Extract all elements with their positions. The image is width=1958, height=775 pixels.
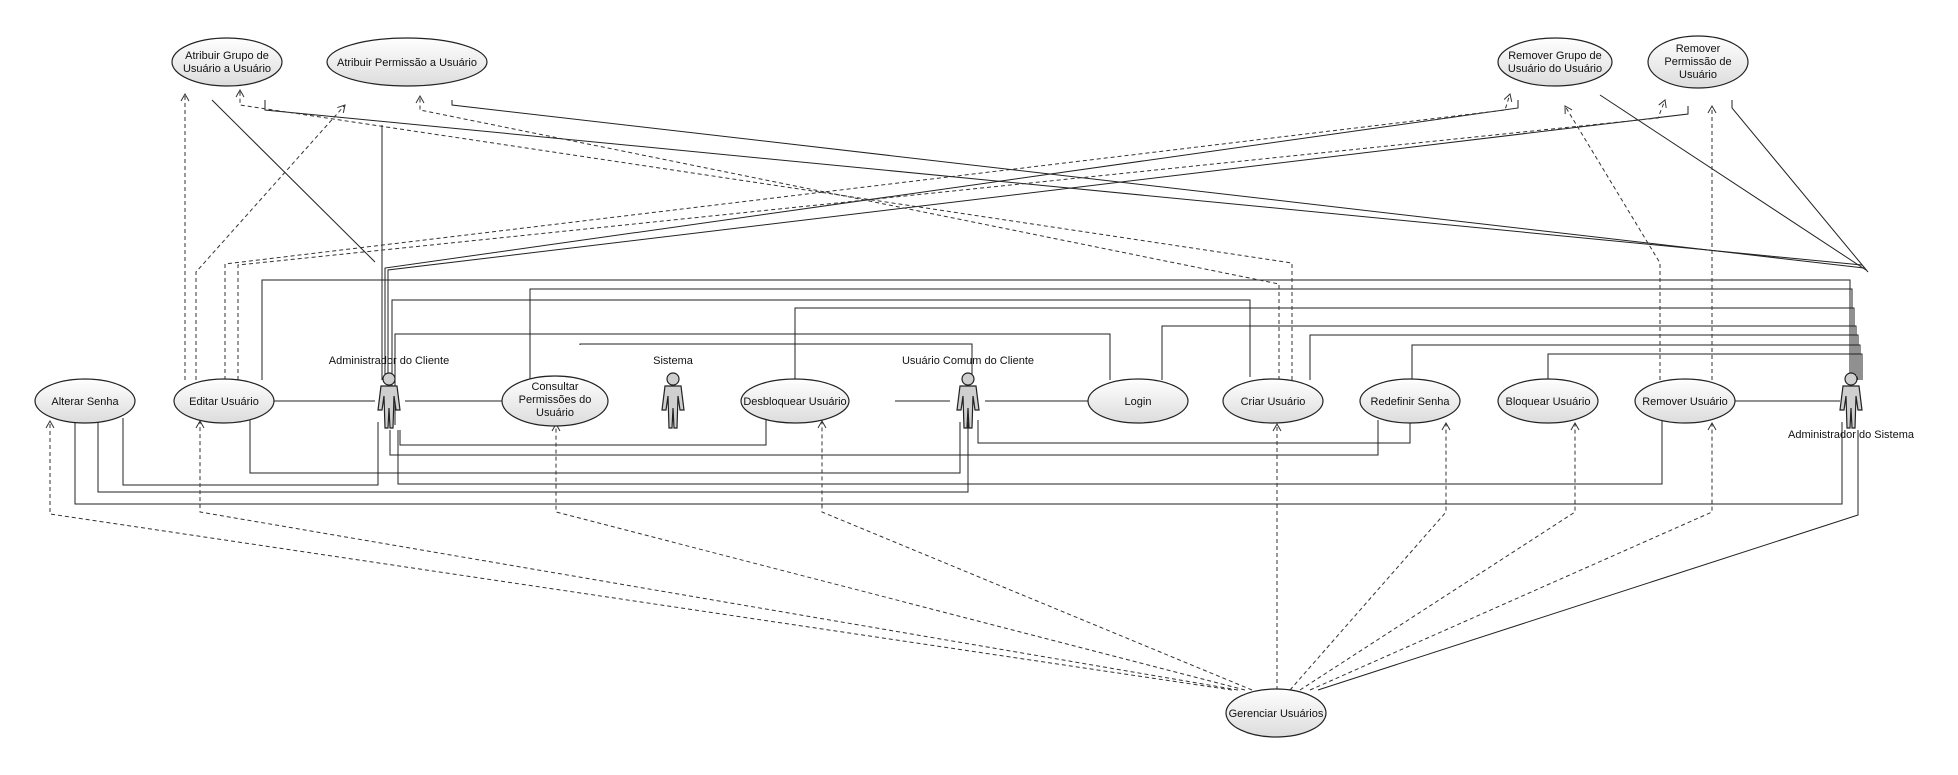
use-case-criar-usuario[interactable]: Criar Usuário <box>1222 378 1324 424</box>
use-case-label: Consultar <box>531 381 578 393</box>
actor-label: Usuário Comum do Cliente <box>902 355 1034 367</box>
use-case-label: Remover Grupo de <box>1508 50 1602 62</box>
use-case-label: Permissões do <box>519 394 592 406</box>
dep-criar-atribuir-permissao <box>415 94 1280 380</box>
use-case-label: Gerenciar Usuários <box>1229 708 1324 720</box>
use-case-label: Bloquear Usuário <box>1506 396 1591 408</box>
use-case-remover-grupo[interactable]: Remover Grupo de Usuário do Usuário <box>1497 37 1613 87</box>
use-case-label: Usuário <box>1679 69 1717 81</box>
use-case-label: Desbloquear Usuário <box>743 396 846 408</box>
assoc-admin-cliente-atribuir-grupo <box>211 99 376 263</box>
use-case-label: Atribuir Grupo de <box>185 50 269 62</box>
dep-gerenciar-editar <box>195 419 1239 691</box>
use-case-label: Editar Usuário <box>189 396 259 408</box>
dep-editar-atribuir-permissao <box>195 104 346 380</box>
actors: Administrador do Cliente Sistema Usuário… <box>329 355 1915 441</box>
use-case-label: Usuário a Usuário <box>183 63 271 75</box>
actor-icon <box>956 385 980 429</box>
use-case-bloquear-usuario[interactable]: Bloquear Usuário <box>1497 378 1599 424</box>
dep-gerenciar-alterar-senha <box>45 419 1233 691</box>
assoc-comum-editar <box>249 420 961 474</box>
assoc-sistema-admin-gerenciar <box>1317 430 1859 691</box>
dep-criar-atribuir-grupo <box>235 88 1293 380</box>
assoc-sistema-admin-atribuir-grupo <box>264 100 1863 266</box>
actor-icon <box>1844 372 1858 386</box>
use-case-label: Redefinir Senha <box>1371 396 1451 408</box>
assoc-comum-alterar-senha <box>97 420 969 493</box>
dep-remover-usuario-remover-grupo <box>1564 105 1661 380</box>
use-case-desbloquear-usuario[interactable]: Desbloquear Usuário <box>740 378 850 424</box>
dep-gerenciar-redefinir <box>1289 421 1451 691</box>
dep-gerenciar-desbloquear <box>817 419 1253 691</box>
assoc-sistema-admin-bloquear <box>1547 353 1863 380</box>
dep-editar-remover-grupo <box>224 93 1513 380</box>
actor-usuario-comum-do-cliente[interactable]: Usuário Comum do Cliente <box>902 355 1034 429</box>
use-case-atribuir-permissao[interactable]: Atribuir Permissão a Usuário <box>326 37 488 87</box>
use-case-login[interactable]: Login <box>1087 378 1189 424</box>
assoc-admin-cliente-redefinir <box>389 420 1379 456</box>
use-case-label: Atribuir Permissão a Usuário <box>337 57 477 69</box>
assoc-sistema-admin-remover-grupo <box>1599 94 1867 271</box>
use-case-label: Remover <box>1676 43 1721 55</box>
assoc-sistema-admin-criar <box>1309 334 1859 380</box>
actor-icon <box>961 372 975 386</box>
assoc-admin-cliente-criar <box>391 299 1251 420</box>
assoc-sistema-admin-alterar-senha <box>74 418 1843 505</box>
dependencies <box>45 88 1717 691</box>
use-case-label: Usuário do Usuário <box>1508 63 1602 75</box>
actor-icon <box>382 372 396 386</box>
use-case-atribuir-grupo[interactable]: Atribuir Grupo de Usuário a Usuário <box>171 37 283 87</box>
use-case-editar-usuario[interactable]: Editar Usuário <box>173 378 275 424</box>
use-case-consultar-permissoes[interactable]: Consultar Permissões do Usuário <box>501 375 609 427</box>
actor-icon <box>666 372 680 386</box>
use-case-label: Criar Usuário <box>1241 396 1306 408</box>
use-cases: Atribuir Grupo de Usuário a Usuário Atri… <box>34 35 1749 738</box>
use-case-label: Login <box>1125 396 1152 408</box>
actor-sistema[interactable]: Sistema <box>653 355 694 429</box>
assoc-admin-cliente-remover-permissao <box>387 106 1689 380</box>
use-case-remover-permissao[interactable]: Remover Permissão de Usuário <box>1647 35 1749 89</box>
use-case-gerenciar-usuarios[interactable]: Gerenciar Usuários <box>1225 688 1327 738</box>
actor-label: Sistema <box>653 355 694 367</box>
dep-gerenciar-consultar <box>551 422 1246 691</box>
assoc-admin-cliente-alterar-senha <box>122 418 379 486</box>
use-case-alterar-senha[interactable]: Alterar Senha <box>34 378 136 424</box>
actor-icon <box>661 385 685 429</box>
assoc-sistema-admin-remover-usuario <box>397 420 1663 485</box>
use-case-remover-usuario[interactable]: Remover Usuário <box>1634 378 1736 424</box>
assoc-sistema-admin-redefinir <box>1411 344 1861 380</box>
assoc-sistema-admin-desbloquear <box>794 307 1855 380</box>
dep-gerenciar-bloquear <box>1299 421 1580 691</box>
actor-administrador-do-sistema[interactable]: Administrador do Sistema <box>1788 372 1915 441</box>
assoc-sistema-admin-editar <box>261 279 1851 380</box>
actor-icon <box>377 385 401 429</box>
assoc-sistema-admin-remover-permissao <box>1731 100 1869 273</box>
dep-editar-remover-permissao <box>237 99 1667 380</box>
assoc-comum-redefinir <box>977 418 1411 444</box>
use-case-label: Permissão de <box>1664 56 1731 68</box>
actor-label: Administrador do Cliente <box>329 355 449 367</box>
assoc-admin-cliente-desbloquear <box>399 418 767 446</box>
actor-icon <box>1839 385 1863 429</box>
use-case-label: Remover Usuário <box>1642 396 1728 408</box>
use-case-label: Alterar Senha <box>51 396 119 408</box>
associations <box>74 94 1869 691</box>
assoc-comum-consultar <box>579 343 973 380</box>
dep-gerenciar-remover-usuario <box>1309 421 1717 691</box>
actor-administrador-do-cliente[interactable]: Administrador do Cliente <box>329 355 449 429</box>
use-case-label: Usuário <box>536 407 574 419</box>
assoc-sistema-admin-atribuir-permissao <box>451 100 1865 269</box>
use-case-redefinir-senha[interactable]: Redefinir Senha <box>1359 378 1461 424</box>
assoc-sistema-admin-login <box>1161 325 1857 380</box>
assoc-admin-cliente-remover-grupo <box>384 100 1519 380</box>
actor-label: Administrador do Sistema <box>1788 429 1915 441</box>
